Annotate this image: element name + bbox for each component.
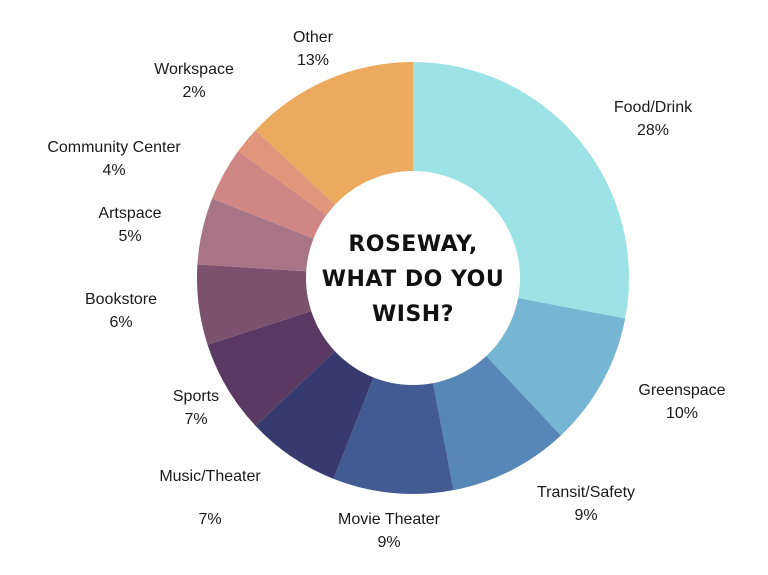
slice-label-value: 10% [666,405,698,422]
center-title-line: WHAT DO YOU [322,267,505,292]
slice-label-value: 4% [102,162,125,179]
slice-label-name: Transit/Safety [537,484,635,501]
slice-label-name: Greenspace [638,382,725,399]
slice-label-value: 13% [297,52,329,69]
slice-labels: Food/Drink 28% Greenspace 10% Transit/Safety… [47,29,725,551]
slice-label-value: 9% [377,534,400,551]
slice-label-value: 9% [574,507,597,524]
slice-label-value: 28% [637,122,669,139]
slice-label-value: 2% [182,84,205,101]
slice-label-name: Artspace [98,205,161,222]
donut-hole [306,171,520,385]
slice-label-name: Bookstore [85,291,157,308]
slice-label-name: Movie Theater [338,511,441,528]
slice-label-name: Other [293,29,334,46]
slice-label-name: Sports [173,388,219,405]
slice-label-value: 6% [109,314,132,331]
slice-label-name: Music/Theater [159,468,261,485]
slice-label-value: 7% [184,411,207,428]
slice-label-name: Workspace [154,61,234,78]
slice-label-value: 5% [118,228,141,245]
center-title-line: ROSEWAY, [348,232,477,257]
center-title-line: WISH? [372,302,454,327]
slice-label-name: Food/Drink [614,99,693,116]
slice-label-name: Community Center [47,139,181,156]
center-title: ROSEWAY, WHAT DO YOU WISH? [322,232,505,327]
slice-movie-theater [333,278,454,494]
slice-label-value: 7% [198,511,221,528]
